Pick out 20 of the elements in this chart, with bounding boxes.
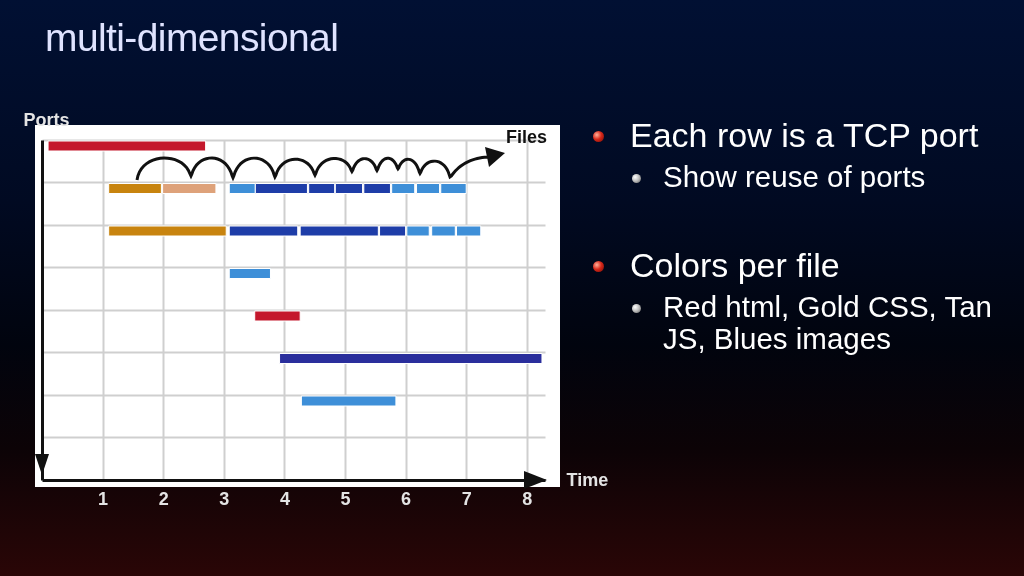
- x-tick-label: 4: [279, 488, 290, 509]
- x-tick-label: 6: [401, 488, 412, 509]
- x-tick-label: 2: [158, 488, 169, 509]
- text: Colors per file: [630, 246, 840, 284]
- x-tick-label: 1: [98, 488, 109, 509]
- bar: [254, 310, 301, 322]
- bar: [47, 140, 207, 152]
- x-tick-label: 7: [461, 488, 472, 509]
- bar: [279, 353, 543, 364]
- x-axis-title: Time: [566, 469, 609, 490]
- x-tick-label: 8: [522, 488, 533, 509]
- annotation: Files: [506, 127, 548, 147]
- x-tick-label: 5: [340, 488, 351, 509]
- text: Each row is a TCP port: [630, 116, 979, 154]
- text: Red html, Gold CSS, Tan JS, Blues images: [663, 290, 994, 355]
- y-axis-title: Ports: [23, 109, 70, 130]
- x-tick-label: 3: [219, 488, 230, 509]
- chart-title: multi-dimensional: [45, 16, 339, 60]
- text: Show reuse of ports: [663, 160, 927, 193]
- bar: [108, 225, 227, 237]
